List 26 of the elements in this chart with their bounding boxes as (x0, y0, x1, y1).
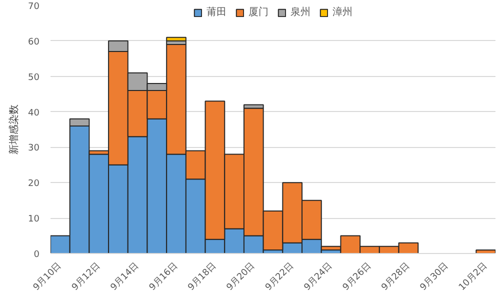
legend-label: 厦门 (248, 6, 268, 19)
y-tick-label: 70 (28, 2, 40, 12)
x-tick-label: 10月2日 (457, 260, 490, 293)
y-tick-label: 30 (28, 144, 40, 154)
x-tick-label: 9月14日 (109, 260, 142, 293)
y-tick-label: 50 (28, 72, 40, 83)
x-tick-label: 9月26日 (341, 260, 374, 293)
legend-label: 漳州 (332, 6, 352, 19)
legend-label: 泉州 (290, 6, 310, 19)
x-tick-label: 9月24日 (302, 260, 335, 293)
y-axis-title: 新增感染数 (8, 104, 20, 154)
x-tick-label: 9月28日 (380, 260, 412, 293)
x-tick-label: 9月18日 (186, 260, 218, 293)
x-tick-label: 9月10日 (32, 260, 64, 293)
y-tick-label: 40 (28, 108, 40, 118)
y-tick-label: 10 (28, 214, 40, 225)
y-tick-label: 60 (28, 37, 40, 48)
x-tick-label: 9月22日 (264, 260, 296, 293)
bar (166, 36, 186, 42)
x-tick-label: 9月20日 (225, 260, 258, 293)
x-tick-label: 9月16日 (148, 260, 180, 293)
x-tick-label: 9月30日 (418, 260, 451, 293)
y-tick-label: 20 (28, 179, 40, 190)
legend-label: 莆田 (206, 6, 226, 19)
y-tick-label: 0 (34, 250, 40, 260)
x-tick-label: 9月12日 (70, 260, 102, 293)
